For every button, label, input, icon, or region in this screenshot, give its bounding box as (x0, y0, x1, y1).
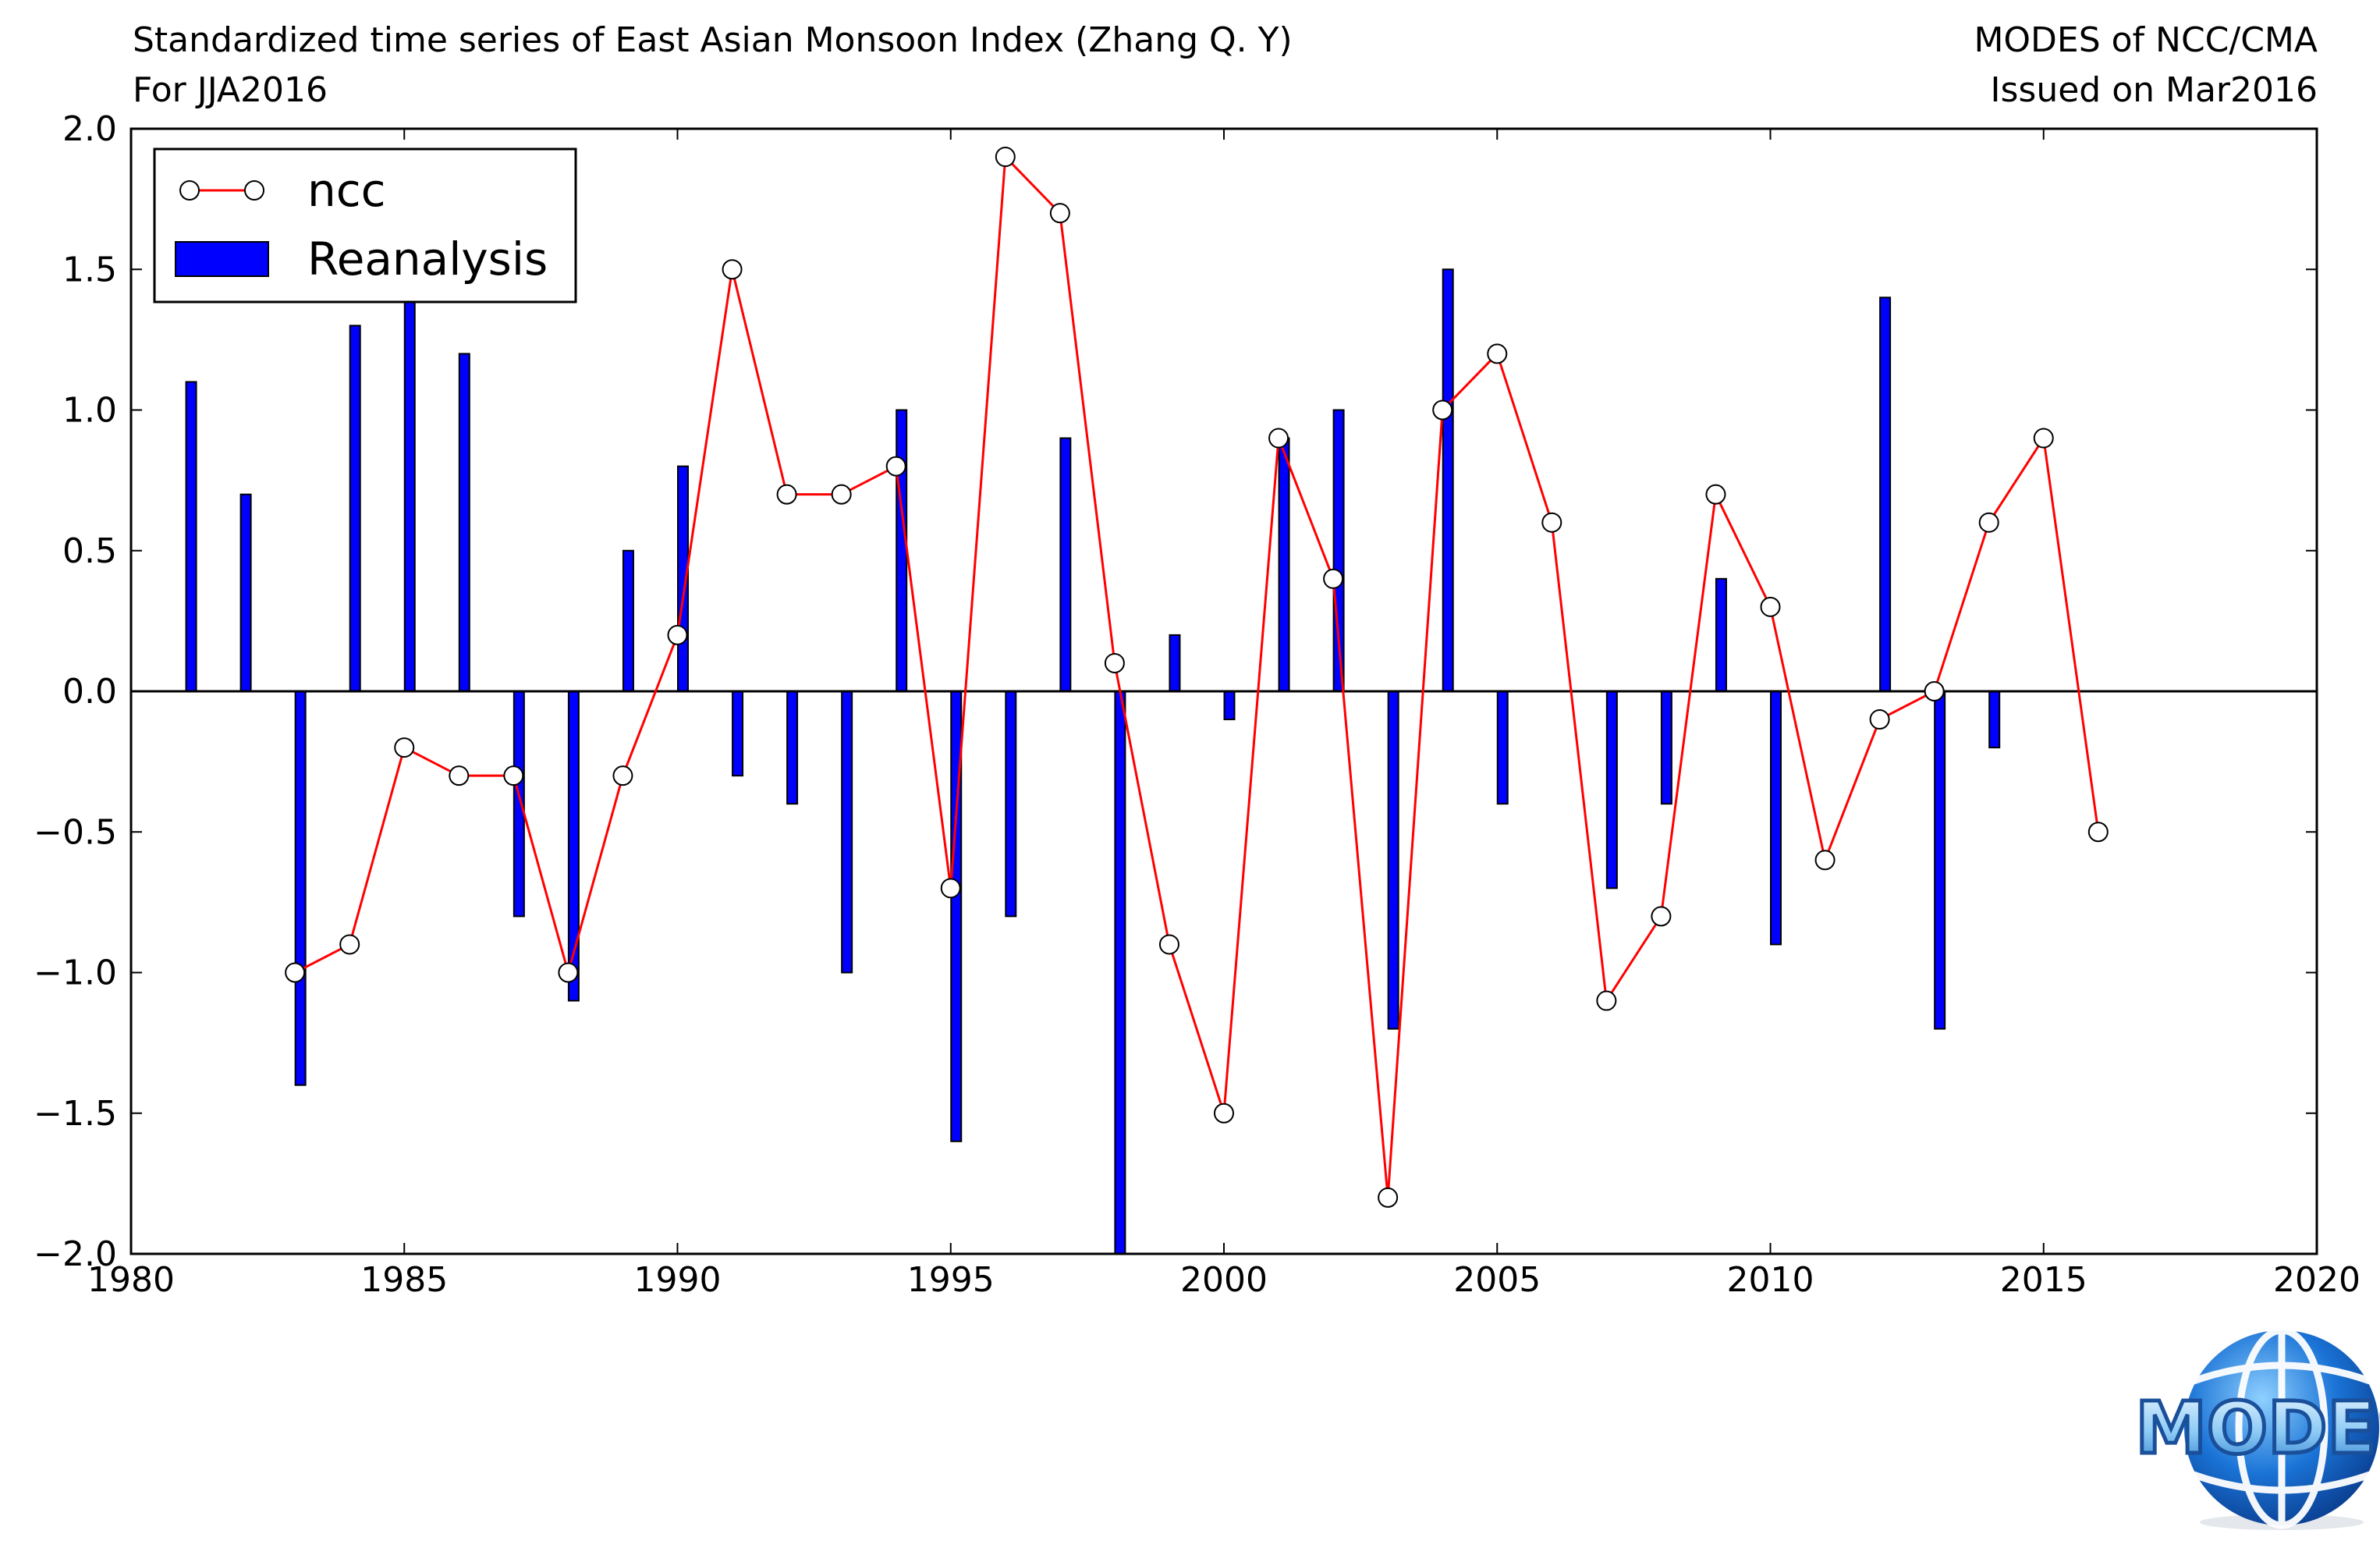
ncc-point (667, 624, 688, 645)
ncc-point (558, 962, 579, 983)
y-tick-label: 1.5 (62, 250, 117, 289)
reanalysis-bar (403, 296, 416, 692)
x-tick-label: 1995 (907, 1260, 995, 1300)
issue-date-label: Issued on Mar2016 (1990, 70, 2318, 110)
reanalysis-bar (1770, 691, 1782, 946)
ncc-point (394, 737, 415, 758)
ncc-point (722, 259, 743, 280)
y-tick-label: 1.0 (62, 391, 117, 431)
reanalysis-bar (1934, 691, 1946, 1030)
logo-wordmark: MODES (2135, 1386, 2380, 1470)
ncc-line (294, 154, 2100, 1198)
chart-title: Standardized time series of East Asian M… (133, 20, 1293, 60)
modes-logo: MODES (2133, 1326, 2380, 1530)
chart-subtitle: For JJA2016 (133, 70, 328, 110)
ncc-point (449, 765, 470, 786)
ncc-point (1814, 850, 1836, 871)
x-tick-label: 2010 (1727, 1260, 1814, 1300)
x-tick-label: 2000 (1180, 1260, 1268, 1300)
x-tick-label: 2005 (1453, 1260, 1541, 1300)
ncc-point (1049, 203, 1070, 224)
ncc-point (1705, 484, 1726, 505)
reanalysis-bar (1988, 691, 2001, 749)
reanalysis-bar (1442, 268, 1454, 692)
ncc-point (1924, 681, 1945, 701)
legend-label-reanalysis: Reanalysis (307, 233, 548, 286)
reanalysis-bar (1114, 691, 1126, 1255)
reanalysis-bar (1278, 437, 1290, 692)
ncc-point (1432, 399, 1453, 421)
y-tick-label: 2.0 (62, 109, 117, 149)
ncc-point (940, 878, 961, 899)
ncc-point (503, 765, 524, 786)
legend-reanalysis-swatch (175, 241, 269, 277)
ncc-point (612, 765, 633, 786)
ncc-point (1158, 934, 1179, 955)
reanalysis-bar (1605, 691, 1618, 889)
x-tick-label: 2015 (2000, 1260, 2087, 1300)
ncc-point (995, 147, 1016, 168)
reanalysis-bar (622, 549, 634, 692)
y-tick-label: 0.5 (62, 531, 117, 571)
reanalysis-bar (786, 691, 799, 805)
legend-ncc-marker (244, 180, 264, 201)
y-tick-label: −1.0 (34, 953, 117, 993)
reanalysis-bar (1660, 691, 1672, 805)
reanalysis-bar (1715, 577, 1727, 692)
reanalysis-bar (732, 691, 744, 777)
y-tick-label: −0.5 (34, 812, 117, 852)
ncc-point (1651, 906, 1672, 927)
x-tick-label: 1980 (87, 1260, 175, 1300)
ncc-point (1378, 1187, 1399, 1208)
reanalysis-bar (239, 493, 252, 693)
reanalysis-bar (1387, 691, 1399, 1030)
ncc-point (339, 934, 360, 955)
ncc-point (1978, 512, 1999, 533)
y-tick-label: 0.0 (62, 672, 117, 712)
reanalysis-bar (1223, 691, 1236, 721)
y-tick-label: −2.0 (34, 1234, 117, 1274)
x-tick-label: 2020 (2273, 1260, 2360, 1300)
ncc-point (1869, 709, 1890, 730)
reanalysis-bar (458, 353, 470, 692)
ncc-point (1268, 428, 1289, 449)
ncc-point (1214, 1102, 1234, 1124)
ncc-point (285, 962, 306, 983)
y-tick-label: −1.5 (34, 1094, 117, 1134)
ncc-point (831, 484, 852, 505)
ncc-point (1541, 512, 1562, 533)
ncc-point (776, 484, 797, 505)
reanalysis-bar (349, 325, 361, 692)
ncc-point (1760, 596, 1781, 617)
issuer-label: MODES of NCC/CMA (1974, 20, 2318, 60)
ncc-point (2087, 822, 2109, 843)
x-tick-label: 1990 (634, 1260, 722, 1300)
reanalysis-bar (294, 691, 307, 1086)
reanalysis-bar (1059, 437, 1072, 692)
ncc-point (2033, 428, 2054, 449)
ncc-point (1104, 652, 1125, 673)
ncc-point (1596, 990, 1617, 1011)
reanalysis-bar (841, 691, 853, 974)
reanalysis-bar (1005, 691, 1017, 918)
reanalysis-bar (1169, 634, 1181, 693)
legend-ncc-marker (179, 180, 200, 201)
ncc-point (1323, 568, 1344, 589)
ncc-point (1487, 343, 1508, 364)
reanalysis-bar (896, 409, 908, 692)
legend-label-ncc: ncc (307, 164, 386, 217)
reanalysis-bar (185, 381, 197, 692)
x-tick-label: 1985 (360, 1260, 448, 1300)
reanalysis-bar (1879, 296, 1892, 692)
ncc-point (885, 456, 906, 477)
reanalysis-bar (1496, 691, 1509, 805)
